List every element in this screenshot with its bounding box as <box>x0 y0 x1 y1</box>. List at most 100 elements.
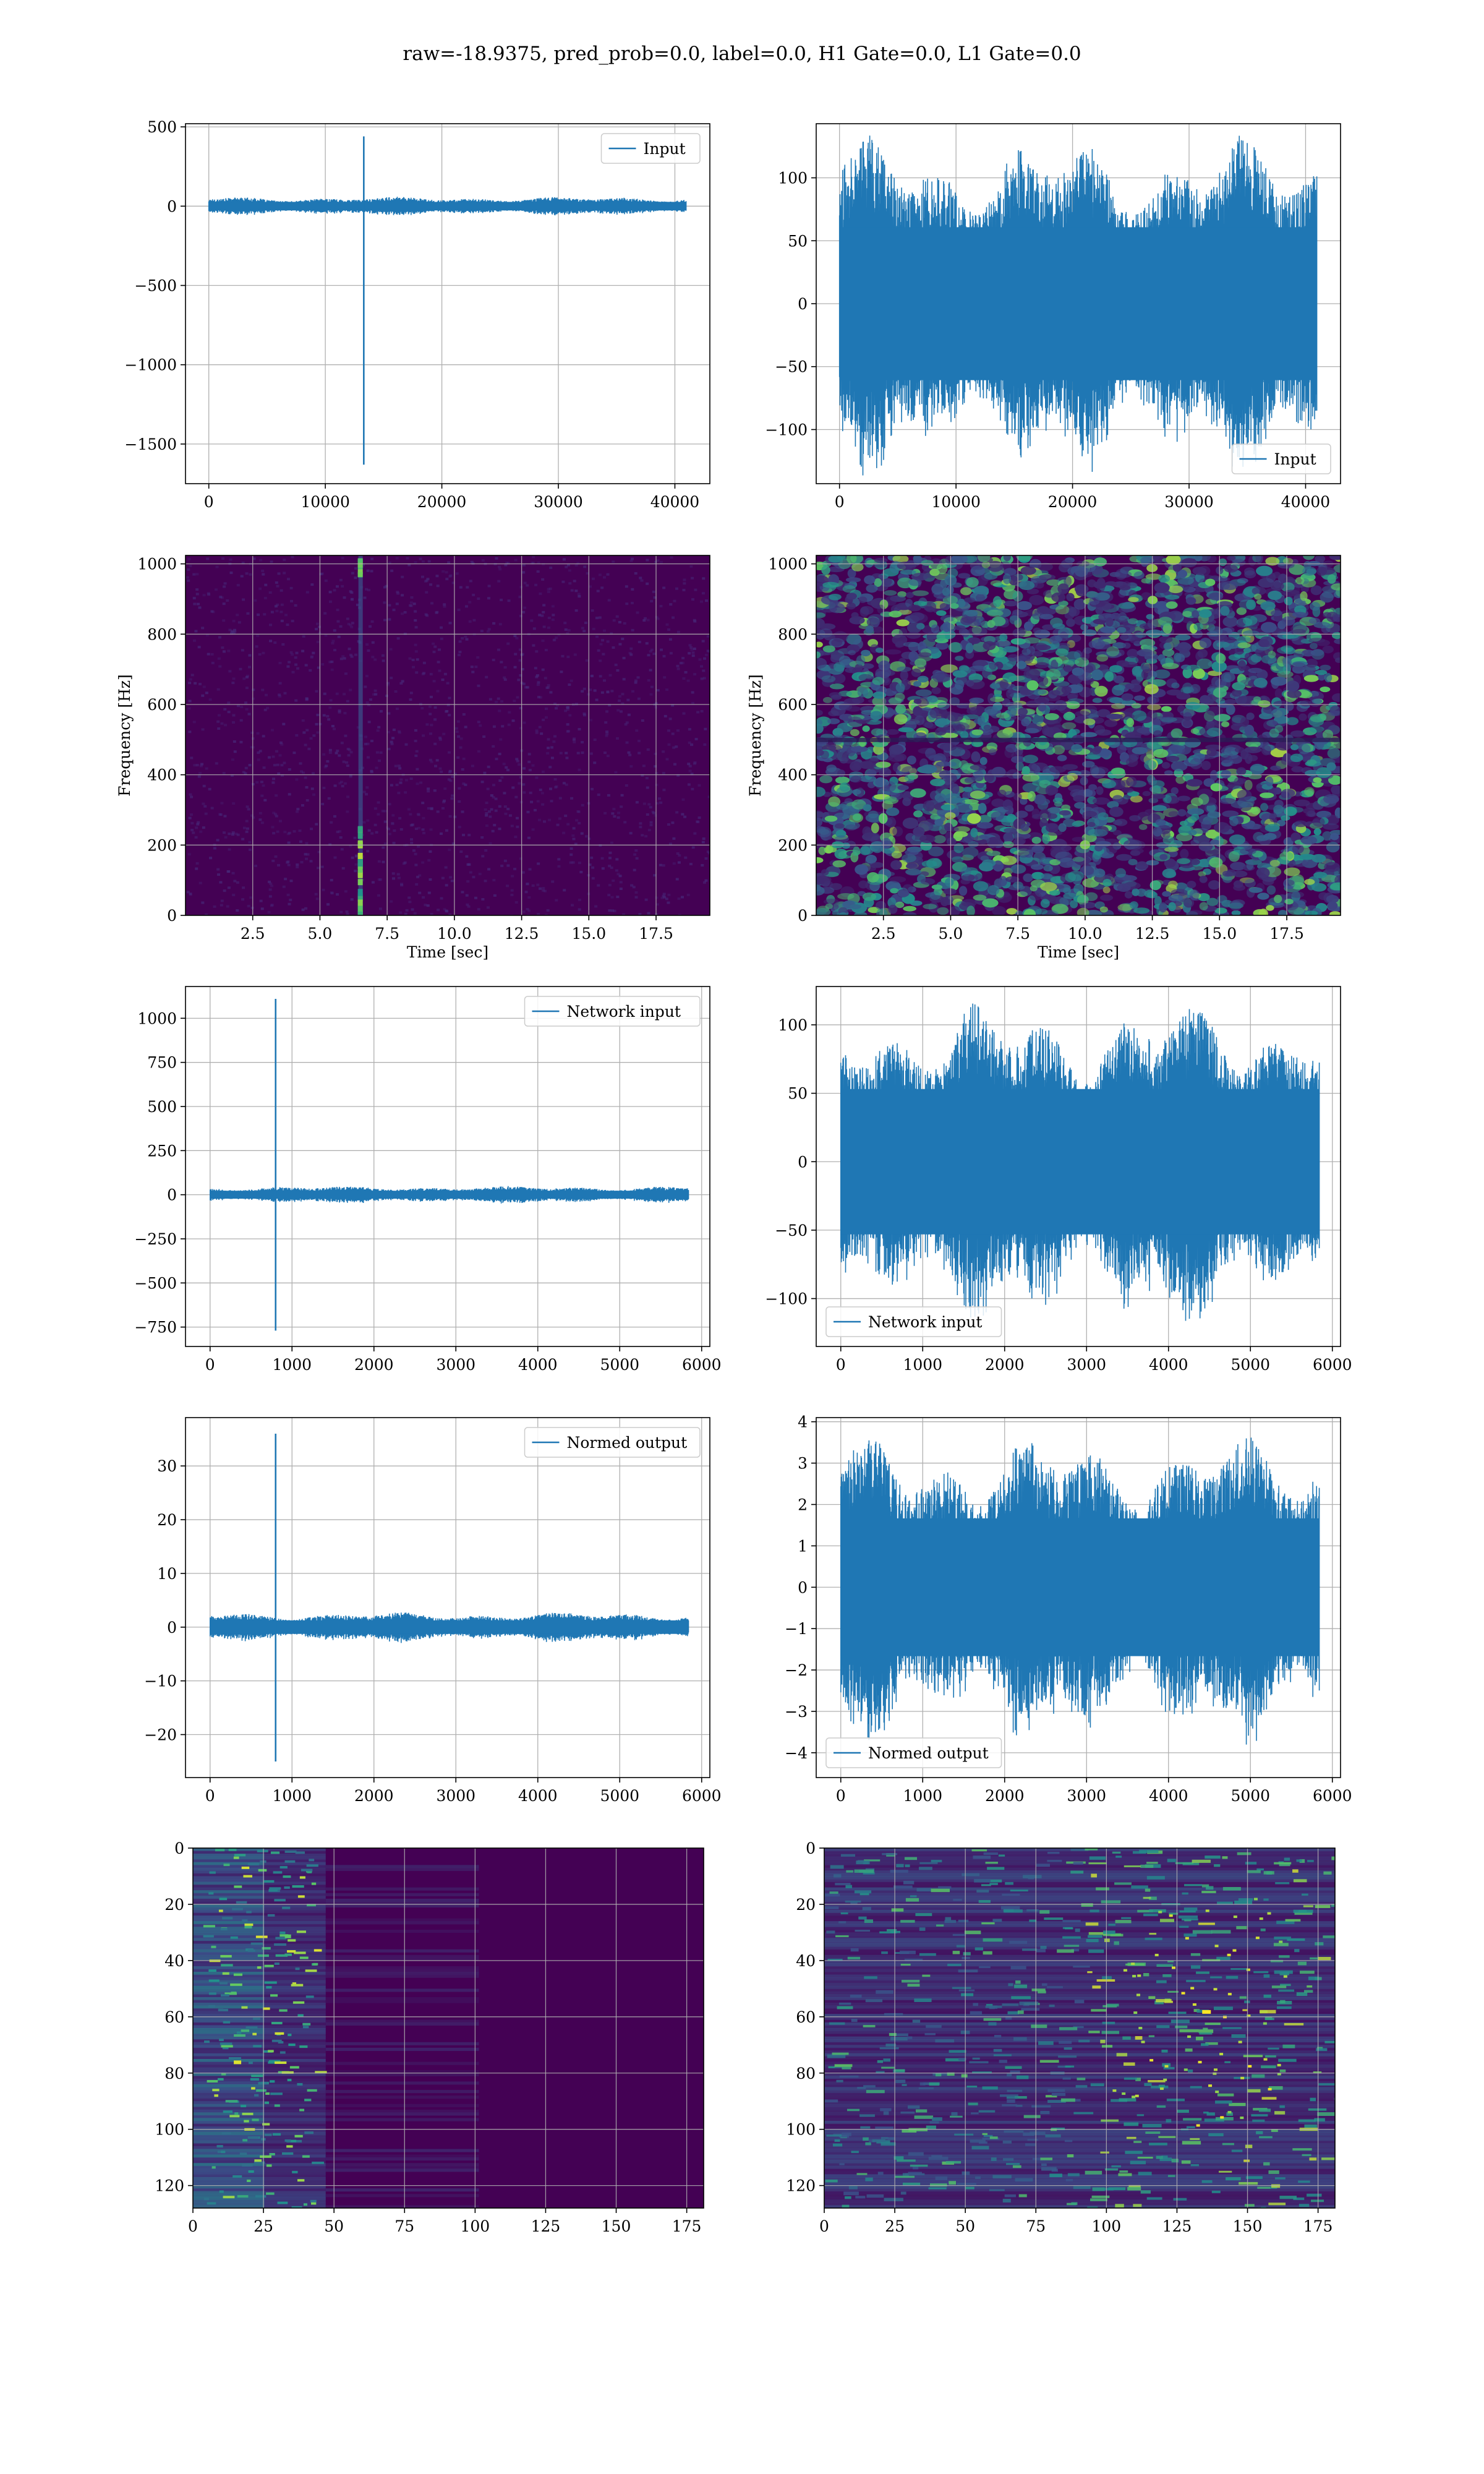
h1-feature-map-activation <box>284 1934 291 1938</box>
l1-spectrogram-ytick-label-4: 800 <box>778 625 808 643</box>
l1-input-ytick-label-3: 50 <box>788 232 808 250</box>
l1-feature-map-ytick-label-1: 20 <box>796 1896 816 1914</box>
l1-network-input-xtick-label-2: 2000 <box>985 1356 1025 1374</box>
h1-normed-output-xtick-label-3: 3000 <box>436 1787 475 1805</box>
h1-feature-map-ytick-label-3: 60 <box>164 2008 184 2026</box>
h1-network-input-xtick-label-0: 0 <box>205 1356 215 1374</box>
h1-normed-output-xtick-label-5: 5000 <box>600 1787 639 1805</box>
l1-spectrogram-ytick-label-1: 200 <box>778 836 808 854</box>
h1-spectrogram-ytick-label-0: 0 <box>167 907 177 925</box>
l1-feature-map-activation <box>1202 2010 1211 2014</box>
h1-normed-output-ytick-label-0: −20 <box>144 1726 177 1744</box>
h1-feature-map-xtick-label-0: 0 <box>188 2217 198 2235</box>
h1-spectrogram-xtick-label-5: 15.0 <box>571 925 606 943</box>
l1-normed-output-legend: Normed output <box>825 1737 1002 1768</box>
l1-normed-output-legend-label: Normed output <box>868 1744 989 1762</box>
l1-input-xtick-label-1: 10000 <box>931 493 981 511</box>
h1-spectrogram-image <box>186 555 710 915</box>
h1-spectrogram-ytick-label-3: 600 <box>147 696 177 714</box>
h1-network-input-xtick-label-3: 3000 <box>436 1356 475 1374</box>
h1-input-ytick-label-4: 500 <box>147 118 177 136</box>
h1-network-input-ytick-label-7: 1000 <box>137 1009 177 1027</box>
h1-feature-map-ytick-label-4: 80 <box>164 2065 184 2082</box>
l1-normed-output-xtick-label-6: 6000 <box>1313 1787 1352 1805</box>
h1-network-input-ytick-label-3: 0 <box>167 1186 177 1204</box>
h1-feature-map-xtick-label-1: 25 <box>254 2217 273 2235</box>
l1-feature-map-xtick-label-4: 100 <box>1091 2217 1121 2235</box>
l1-normed-output-xtick-label-5: 5000 <box>1230 1787 1270 1805</box>
l1-normed-output-frame <box>816 1417 1341 1778</box>
h1-normed-output-xtick-label-6: 6000 <box>682 1787 722 1805</box>
l1-spectrogram-xtick-label-6: 17.5 <box>1269 925 1304 943</box>
h1-network-input-ytick-label-5: 500 <box>147 1098 177 1116</box>
l1-input-xtick-label-4: 40000 <box>1281 493 1331 511</box>
h1-feature-map-xtick-label-7: 175 <box>672 2217 702 2235</box>
h1-network-input-ytick-label-4: 250 <box>147 1142 177 1160</box>
l1-spectrogram-xtick-label-0: 2.5 <box>871 925 896 943</box>
l1-spectrogram-frame <box>816 555 1341 916</box>
l1-normed-output-xtick-label-1: 1000 <box>903 1787 942 1805</box>
h1-input-legend-label: Input <box>644 140 686 158</box>
h1-network-input-ytick-label-0: −750 <box>134 1319 177 1337</box>
l1-network-input-xtick-label-1: 1000 <box>903 1356 942 1374</box>
h1-feature-map-ytick-label-6: 120 <box>155 2177 184 2195</box>
l1-feature-map-xtick-label-7: 175 <box>1303 2217 1333 2235</box>
l1-spectrogram-ytick-label-2: 400 <box>778 766 808 784</box>
l1-input-xtick-label-3: 30000 <box>1164 493 1214 511</box>
h1-network-input-ytick-label-2: −250 <box>134 1230 177 1248</box>
h1-spectrogram-xtick-label-4: 12.5 <box>505 925 539 943</box>
h1-network-input-frame <box>185 986 710 1347</box>
l1-input-ytick-label-4: 100 <box>778 169 808 187</box>
h1-normed-output-ytick-label-4: 20 <box>157 1511 177 1529</box>
l1-input-ytick-label-2: 0 <box>798 295 808 313</box>
h1-normed-output-ytick-label-5: 30 <box>157 1457 177 1475</box>
h1-spectrogram-xtick-label-6: 17.5 <box>639 925 673 943</box>
l1-normed-output-ytick-label-4: 0 <box>798 1578 808 1596</box>
h1-spectrogram-xtick-label-0: 2.5 <box>241 925 265 943</box>
l1-normed-output-ytick-label-6: 2 <box>798 1496 808 1513</box>
l1-network-input-ytick-label-0: −100 <box>765 1290 808 1308</box>
h1-feature-map-ytick-label-2: 40 <box>164 1952 184 1970</box>
l1-feature-map-image <box>824 1848 1335 2208</box>
l1-feature-map-frame <box>824 1847 1336 2209</box>
l1-spectrogram-xtick-label-1: 5.0 <box>939 925 963 943</box>
l1-network-input-ytick-label-1: −50 <box>775 1222 808 1239</box>
l1-network-input-ytick-label-4: 100 <box>778 1016 808 1034</box>
h1-feature-map-ytick-label-0: 0 <box>174 1839 184 1857</box>
h1-input-xtick-label-0: 0 <box>204 493 214 511</box>
l1-feature-map-ytick-label-4: 80 <box>796 2065 816 2082</box>
subplot-l1-feature-map: 0 25 50 75 100 125 150 175 0 20 40 60 80 100 120 <box>786 1839 1336 2235</box>
h1-feature-map-frame <box>192 1847 704 2209</box>
h1-normed-output-legend-label: Normed output <box>567 1434 688 1452</box>
l1-spectrogram-xtick-label-4: 12.5 <box>1135 925 1170 943</box>
l1-spectrogram-line-feature <box>816 737 1341 742</box>
h1-feature-map-xtick-label-4: 100 <box>460 2217 490 2235</box>
l1-normed-output-xtick-label-2: 2000 <box>985 1787 1025 1805</box>
h1-input-xtick-label-2: 20000 <box>417 493 467 511</box>
l1-normed-output-xtick-label-4: 4000 <box>1149 1787 1188 1805</box>
h1-network-input-xtick-label-1: 1000 <box>272 1356 312 1374</box>
l1-spectrogram-image <box>816 555 1341 915</box>
l1-network-input-series-band <box>840 1089 1320 1235</box>
h1-normed-output-series-band <box>210 1620 689 1634</box>
h1-normed-output-legend: Normed output <box>524 1427 701 1458</box>
l1-normed-output-xtick-label-3: 3000 <box>1067 1787 1106 1805</box>
l1-spectrogram-ytick-label-5: 1000 <box>768 555 808 573</box>
l1-spectrogram-xtick-label-3: 10.0 <box>1068 925 1102 943</box>
h1-network-input-ytick-label-6: 750 <box>147 1054 177 1072</box>
subplot-h1-normed-output: 0 1000 2000 3000 4000 5000 6000 −20 −10 0 10 20 30 No… <box>144 1417 722 1805</box>
subplot-h1-input: 0 10000 20000 30000 40000 −1500 −1000 −500 0 500 I… <box>124 118 710 511</box>
h1-normed-output-legend-box <box>524 1427 701 1458</box>
l1-normed-output-series-band <box>840 1518 1320 1656</box>
h1-spectrogram-glitch-line <box>358 555 363 915</box>
l1-network-input-legend-label: Network input <box>868 1313 982 1331</box>
h1-feature-map-ytick-label-1: 20 <box>164 1896 184 1914</box>
h1-network-input-legend-label: Network input <box>567 1003 681 1021</box>
l1-network-input-xtick-label-4: 4000 <box>1149 1356 1188 1374</box>
l1-input-legend-box <box>1231 443 1331 474</box>
l1-normed-output-ytick-label-8: 4 <box>798 1413 808 1431</box>
l1-normed-output-ytick-label-7: 3 <box>798 1455 808 1473</box>
subplot-l1-input: 0 10000 20000 30000 40000 −100 −50 0 50 100 Input <box>765 123 1341 511</box>
l1-input-ytick-label-1: −50 <box>775 358 808 376</box>
l1-spectrogram-xtick-label-2: 7.5 <box>1005 925 1030 943</box>
